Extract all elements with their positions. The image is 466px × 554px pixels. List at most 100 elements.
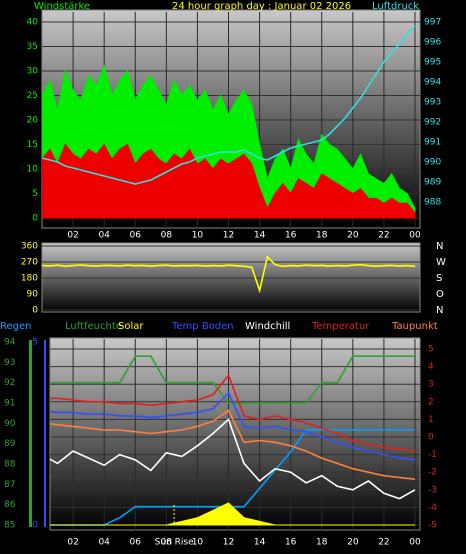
y-tick-label: 270 xyxy=(21,258,38,268)
x-tick-label: 22 xyxy=(378,538,389,548)
legend-entry: Regen xyxy=(0,321,32,332)
y-tick-label: 4 xyxy=(428,362,434,372)
x-tick-label: 00 xyxy=(409,538,421,548)
y-tick-label: 20 xyxy=(27,116,39,126)
series-line xyxy=(50,409,416,480)
y-tick-label: 15 xyxy=(27,140,38,150)
y-tick-label: -4 xyxy=(428,503,437,513)
y2-tick-label: N xyxy=(436,305,443,316)
x-tick-label: 04 xyxy=(98,231,110,241)
x-tick-label: 20 xyxy=(347,231,359,241)
plot-area xyxy=(42,245,420,311)
y2-tick-label: 996 xyxy=(424,38,441,48)
y-tick-label: 2 xyxy=(428,397,434,407)
series-line xyxy=(42,25,416,185)
legend-entry: Windchill xyxy=(245,321,290,332)
x-tick-label: 12 xyxy=(223,538,234,548)
plot-area xyxy=(50,339,420,530)
y3-tick-label: 5 xyxy=(32,338,38,348)
y2-tick-label: 988 xyxy=(424,198,441,208)
y2-tick-label: 997 xyxy=(424,18,441,28)
y2-tick-label: 991 xyxy=(424,138,441,148)
x-tick-label: 06 xyxy=(130,538,142,548)
y2-tick-label: 92 xyxy=(4,378,15,388)
series-line xyxy=(50,355,415,404)
y-tick-label: 30 xyxy=(27,67,39,77)
legend-entry: Luftfeuchte xyxy=(65,321,122,332)
y-tick-label: 180 xyxy=(21,274,38,284)
y-tick-label: 360 xyxy=(21,242,38,252)
y-axis-title: Windstärke xyxy=(34,1,90,12)
y2-tick-label: 992 xyxy=(424,118,441,128)
x-tick-label: 08 xyxy=(161,231,173,241)
legend-entry: Temp Boden xyxy=(171,321,234,332)
x-tick-label: 14 xyxy=(254,538,266,548)
y-tick-label: 35 xyxy=(27,42,38,52)
y2-tick-label: 994 xyxy=(424,78,441,88)
y-tick-label: 25 xyxy=(27,91,38,101)
plot-area xyxy=(42,12,420,228)
y2-tick-label: S xyxy=(436,273,442,284)
y2-tick-label: 990 xyxy=(424,158,441,168)
legend-entry: Solar xyxy=(118,321,144,332)
y2-tick-label: N xyxy=(436,241,443,252)
x-tick-label: 12 xyxy=(223,231,234,241)
y-tick-label: 5 xyxy=(428,345,434,355)
x-tick-label: 04 xyxy=(98,538,110,548)
x-tick-label: 16 xyxy=(285,538,297,548)
x-tick-label: 02 xyxy=(67,231,78,241)
y-tick-label: 5 xyxy=(32,189,38,199)
rain-axis-bar xyxy=(44,340,46,527)
y-tick-label: 10 xyxy=(27,165,39,175)
y2-tick-label: 91 xyxy=(4,399,15,409)
chart-title: 24 hour graph day : Januar 02 2026 xyxy=(172,1,351,12)
legend-entry: Temperatur xyxy=(311,321,370,332)
series-line xyxy=(42,255,416,294)
y-tick-label: 1 xyxy=(428,415,434,425)
y2-axis-title: Luftdruck xyxy=(372,1,419,12)
y2-tick-label: O xyxy=(436,289,444,300)
x-tick-label: 02 xyxy=(67,538,78,548)
y2-tick-label: 94 xyxy=(4,338,16,348)
y-tick-label: 0 xyxy=(32,306,38,316)
humidity-axis-bar xyxy=(29,340,32,527)
x-tick-label: 10 xyxy=(192,231,204,241)
x-tick-label: 18 xyxy=(316,538,328,548)
y-tick-label: 0 xyxy=(428,433,434,443)
y2-tick-label: 90 xyxy=(4,419,16,429)
legend-entry: Taupunkt xyxy=(391,321,438,332)
y3-tick-label: 0 xyxy=(32,521,38,531)
y2-tick-label: W xyxy=(436,257,446,268)
panel-temperature xyxy=(49,337,421,531)
y-tick-label: 90 xyxy=(27,290,39,300)
series-area xyxy=(42,143,416,219)
x-tick-label: 08 xyxy=(161,538,173,548)
y2-tick-label: 993 xyxy=(424,98,441,108)
y2-tick-label: 86 xyxy=(4,500,16,510)
y2-tick-label: 93 xyxy=(4,358,15,368)
y2-tick-label: 85 xyxy=(4,521,15,531)
y-tick-label: -2 xyxy=(428,468,437,478)
x-tick-label: 10 xyxy=(192,538,204,548)
y2-tick-label: 989 xyxy=(424,178,441,188)
y2-tick-label: 88 xyxy=(4,460,16,470)
series-line xyxy=(50,391,416,461)
y2-tick-label: 995 xyxy=(424,58,441,68)
y-tick-label: -1 xyxy=(428,450,437,460)
x-tick-label: 14 xyxy=(254,231,266,241)
x-tick-label: 22 xyxy=(378,231,389,241)
series-line xyxy=(50,417,416,500)
series-area xyxy=(50,502,415,526)
x-tick-label: 00 xyxy=(409,231,421,241)
y-tick-label: -3 xyxy=(428,485,437,495)
y-tick-label: 3 xyxy=(428,380,434,390)
y2-tick-label: 87 xyxy=(4,480,15,490)
annotation-label: Sun Rise xyxy=(155,538,194,548)
x-tick-label: 20 xyxy=(347,538,359,548)
y2-tick-label: 89 xyxy=(4,439,16,449)
y-tick-label: -5 xyxy=(428,521,437,531)
y-tick-label: 0 xyxy=(32,214,38,224)
x-tick-label: 18 xyxy=(316,231,328,241)
x-tick-label: 16 xyxy=(285,231,297,241)
